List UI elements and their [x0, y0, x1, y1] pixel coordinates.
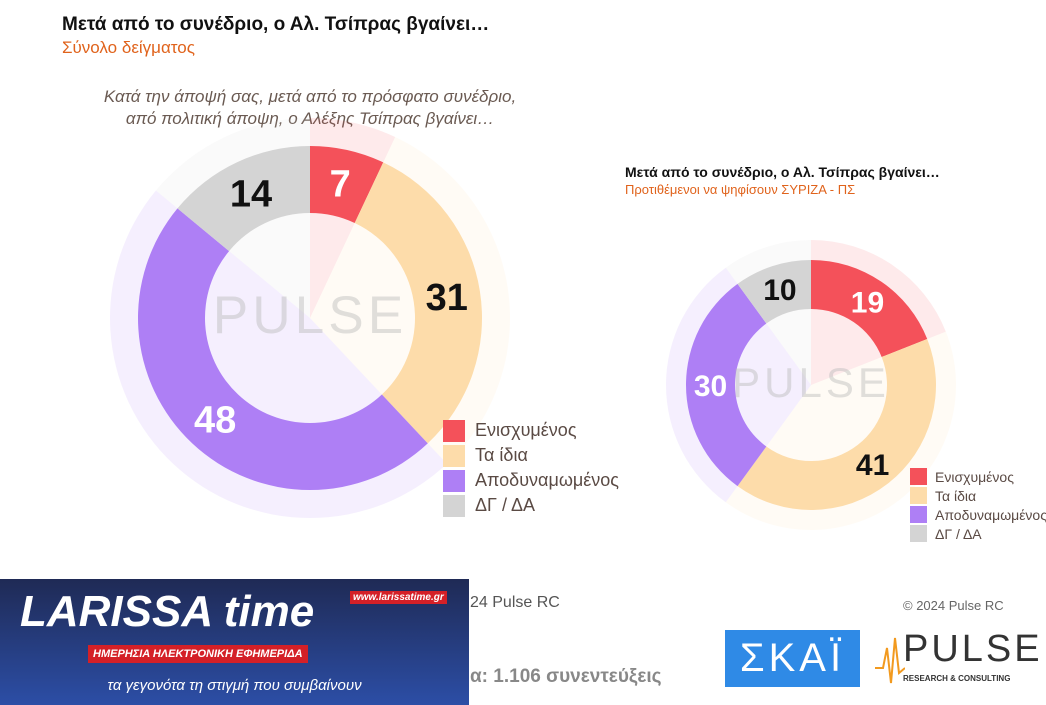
pulse-subtitle: RESEARCH & CONSULTING — [903, 674, 1011, 683]
pulse-logo: PULSE RESEARCH & CONSULTING — [875, 628, 1040, 688]
legend-item: Τα ίδια — [443, 443, 619, 468]
legend-swatch — [910, 525, 927, 542]
legend-label: Ενισχυμένος — [935, 468, 1014, 485]
donut-segment-3 — [737, 260, 811, 324]
legend-label: Τα ίδια — [475, 445, 528, 465]
larissatime-logo[interactable]: LARISSA time www.larissatime.gr ΗΜΕΡΗΣΙΑ… — [0, 579, 469, 705]
legend-swatch — [910, 487, 927, 504]
donut-segment-0 — [811, 260, 928, 358]
legend-swatch — [910, 506, 927, 523]
legend-item: Αποδυναμωμένος — [910, 505, 1046, 524]
copyright-left: 24 Pulse RC — [470, 594, 560, 611]
chart1-title: Μετά από το συνέδριο, ο Αλ. Τσίπρας βγαί… — [62, 14, 490, 35]
donut-segment-2 — [137, 208, 428, 491]
chart1-subtitle: Σύνολο δείγματος — [62, 38, 195, 57]
larissa-slogan: τα γεγονότα τη στιγμή που συμβαίνουν — [107, 677, 362, 694]
chart1-question: Κατά την άποψή σας, μετά από το πρόσφατο… — [103, 87, 517, 128]
legend-item: Τα ίδια — [910, 486, 1046, 505]
data-label: 7 — [330, 164, 351, 206]
legend-label: Αποδυναμωμένος — [475, 470, 619, 490]
legend-swatch — [443, 494, 465, 517]
legend-item: Ενισχυμένος — [910, 467, 1046, 486]
data-label: 14 — [230, 173, 272, 215]
pulse-watermark: PULSE — [732, 359, 890, 406]
sample-size: α: 1.106 συνεντεύξεις — [470, 666, 662, 687]
chart2-title: Μετά από το συνέδριο, ο Αλ. Τσίπρας βγαί… — [625, 164, 940, 180]
pulse-wordmark: PULSE — [903, 628, 1043, 670]
donut-segment-1 — [354, 162, 482, 444]
donut-segment-1 — [737, 338, 936, 511]
legend-item: Αποδυναμωμένος — [443, 468, 619, 493]
data-label: 31 — [426, 277, 468, 319]
pulse-watermark: PULSE — [213, 286, 407, 345]
larissa-wordmark: LARISSA time — [20, 587, 315, 636]
donut-segment-2 — [685, 283, 767, 487]
legend-swatch — [443, 469, 465, 492]
legend-swatch — [443, 419, 465, 442]
larissa-url: www.larissatime.gr — [350, 591, 447, 604]
donut-segment-3 — [177, 146, 310, 252]
chart2-subtitle: Προτιθέμενοι να ψηφίσουν ΣΥΡΙΖΑ - ΠΣ — [625, 182, 856, 197]
data-label: 41 — [856, 449, 889, 482]
chart1-legend: Ενισχυμένος Τα ίδια Αποδυναμωμένος ΔΓ / ΔΑ — [443, 418, 619, 518]
copyright-right: © 2024 Pulse RC — [903, 598, 1004, 613]
data-label: 10 — [763, 274, 796, 307]
legend-swatch — [910, 468, 927, 485]
legend-item: ΔΓ / ΔΑ — [443, 493, 619, 518]
donut-segment-0 — [310, 146, 384, 223]
legend-label: ΔΓ / ΔΑ — [935, 525, 982, 542]
legend-swatch — [443, 444, 465, 467]
legend-item: ΔΓ / ΔΑ — [910, 524, 1046, 543]
larissa-tagline: ΗΜΕΡΗΣΙΑ ΗΛΕΚΤΡΟΝΙΚΗ ΕΦΗΜΕΡΙΔΑ — [88, 645, 308, 663]
chart2-legend: Ενισχυμένος Τα ίδια Αποδυναμωμένος ΔΓ / ΔΑ — [910, 467, 1046, 543]
pulse-wave-icon — [875, 637, 905, 684]
legend-item: Ενισχυμένος — [443, 418, 619, 443]
legend-label: Ενισχυμένος — [475, 420, 577, 440]
legend-label: Τα ίδια — [935, 487, 977, 504]
data-label: 48 — [194, 400, 236, 442]
legend-label: Αποδυναμωμένος — [935, 506, 1046, 523]
legend-label: ΔΓ / ΔΑ — [475, 495, 535, 515]
data-label: 19 — [851, 287, 884, 320]
skai-logo: ΣΚΑΪ — [725, 630, 860, 687]
data-label: 30 — [694, 370, 727, 403]
